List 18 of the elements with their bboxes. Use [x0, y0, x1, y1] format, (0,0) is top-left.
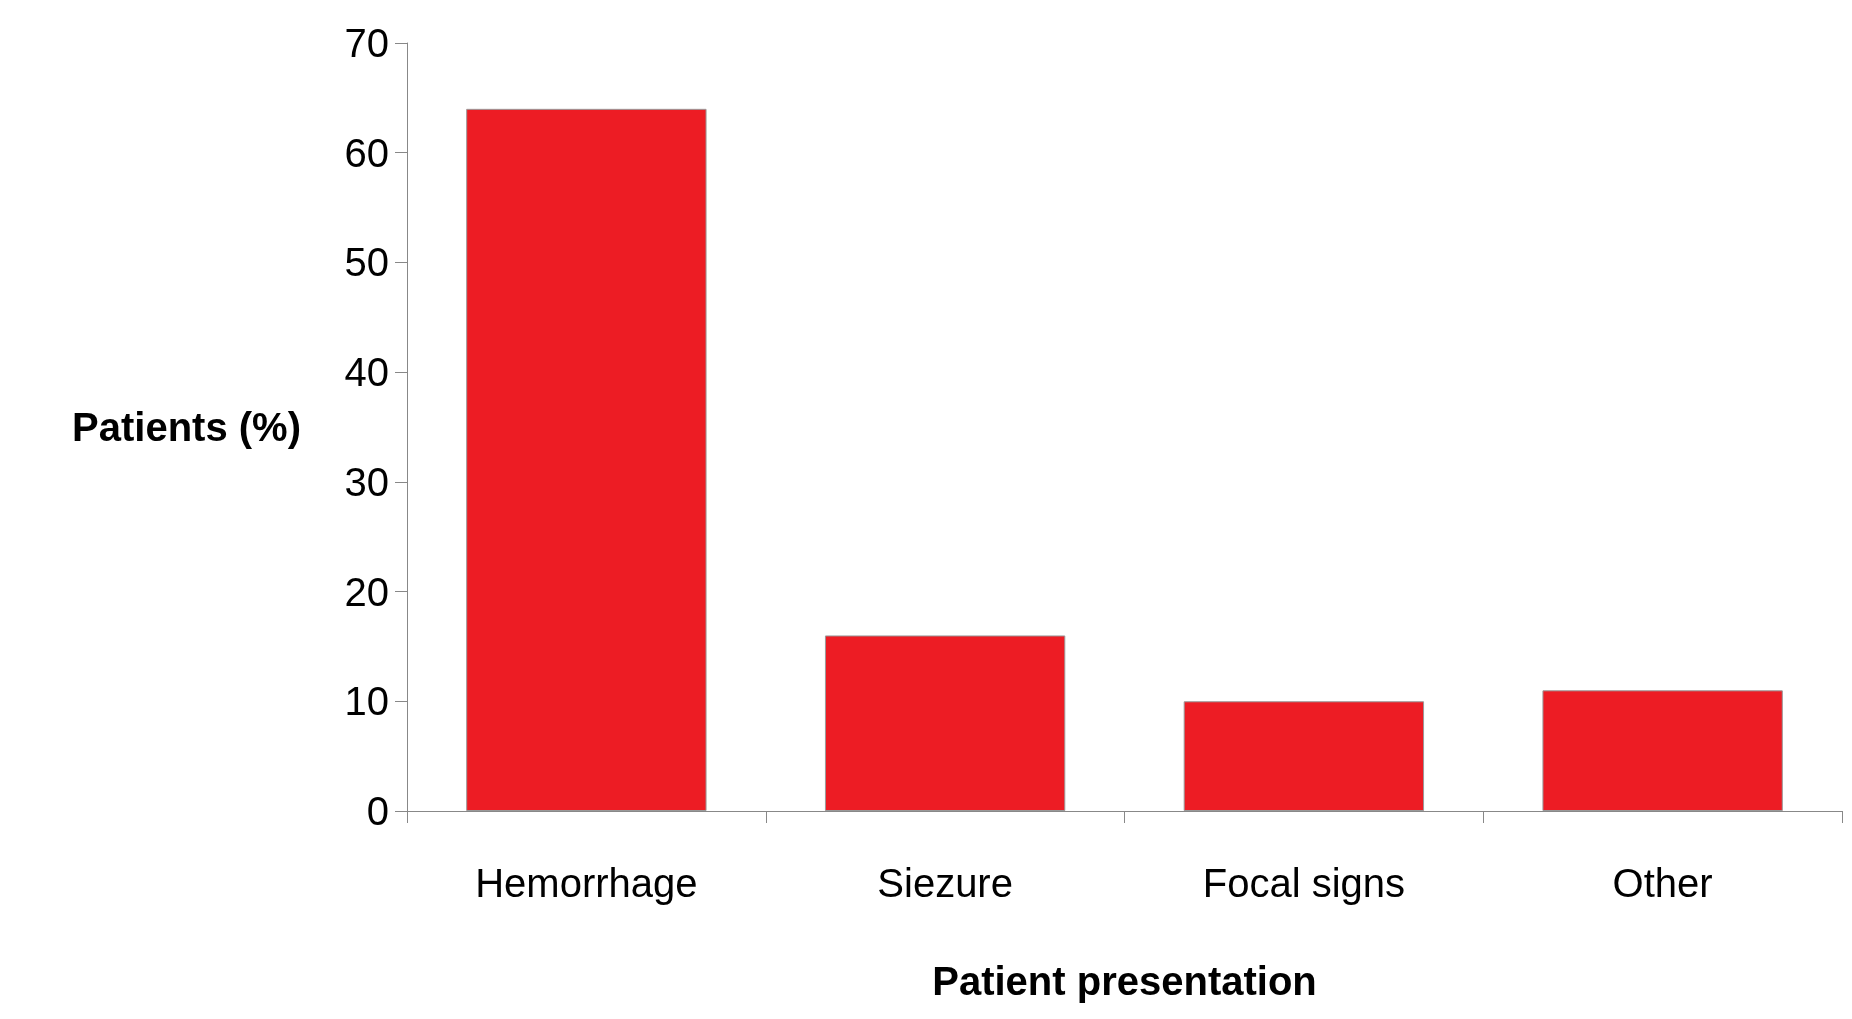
- x-tick-label: Siezure: [877, 861, 1013, 905]
- y-tick-label: 30: [344, 459, 389, 504]
- y-tick-label: 10: [344, 679, 389, 724]
- x-axis-title: Patient presentation: [932, 959, 1317, 1003]
- y-tick-label: 60: [344, 130, 389, 175]
- x-tick-label: Other: [1612, 861, 1713, 905]
- y-tick-label: 70: [344, 21, 389, 65]
- x-tick-label: Hemorrhage: [475, 861, 698, 905]
- y-tick-label: 0: [366, 789, 389, 833]
- y-tick-label: 40: [344, 350, 389, 395]
- bar: [1183, 701, 1425, 811]
- bar: [1542, 690, 1783, 811]
- y-axis-title: Patients (%): [72, 405, 301, 449]
- x-tick-label: Focal signs: [1202, 861, 1406, 905]
- y-tick-label: 50: [344, 240, 389, 285]
- bar: [466, 108, 707, 811]
- y-tick-label: 20: [344, 569, 389, 614]
- bar: [824, 635, 1066, 811]
